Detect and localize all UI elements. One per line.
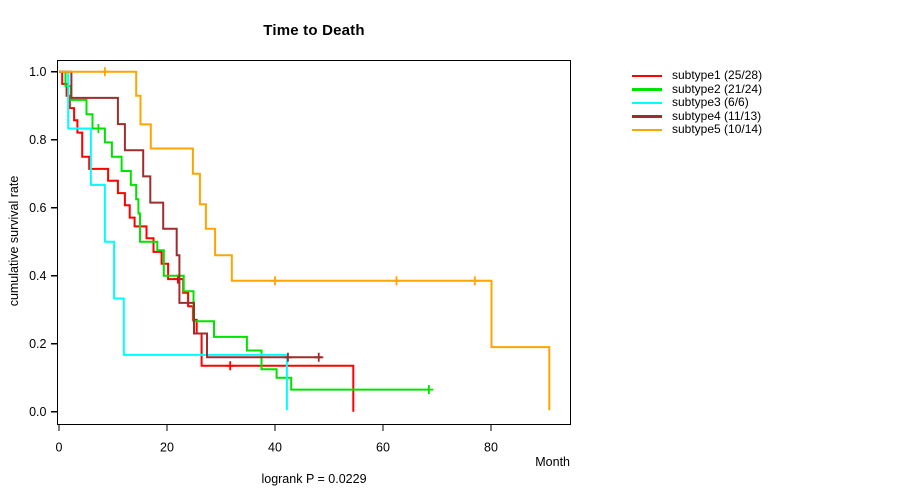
censor-mark-subtype4: [314, 352, 324, 362]
survival-curve-subtype3: [59, 70, 288, 411]
legend-label: subtype5 (10/14): [672, 122, 763, 137]
y-tick-label: 0.0: [29, 405, 46, 419]
legend-item: subtype4 (11/13): [632, 108, 762, 124]
censor-mark-subtype5: [270, 276, 280, 286]
legend-label: subtype1 (25/28): [672, 68, 763, 82]
logrank-annotation: logrank P = 0.0229: [261, 472, 367, 486]
y-tick-label: 0.8: [29, 133, 46, 147]
censor-mark-subtype5: [392, 276, 401, 286]
legend-color-line: [632, 74, 662, 77]
legend-item: subtype5 (10/14): [632, 123, 762, 137]
legend-label: subtype3 (6/6): [672, 95, 749, 110]
x-tick-label: 40: [268, 441, 282, 455]
legend-color-line: [632, 88, 662, 91]
chart-title: Time to Death: [263, 22, 365, 39]
legend-color-line: [632, 101, 662, 105]
y-tick-label: 0.2: [29, 337, 46, 351]
censor-mark-subtype2: [424, 385, 434, 395]
y-tick-label: 0.6: [29, 201, 46, 215]
survival-curve-subtype1: [59, 70, 355, 412]
plot-box: [56, 59, 572, 426]
legend-label: subtype2 (21/24): [672, 81, 763, 96]
legend-color-line: [632, 115, 662, 118]
legend-item: subtype1 (25/28): [632, 68, 763, 83]
censor-mark-subtype5: [100, 67, 110, 77]
x-tick-label: 60: [376, 441, 390, 455]
survival-curve-subtype5: [59, 70, 551, 411]
y-tick-label: 0.4: [29, 269, 46, 283]
censor-mark-subtype2: [93, 123, 103, 133]
legend-item: subtype3 (6/6): [632, 96, 762, 110]
legend: subtype1 (25/28) subtype2 (21/24) subtype3…: [632, 68, 763, 137]
legend-item: subtype2 (21/24): [632, 81, 763, 97]
x-tick-label: 80: [484, 441, 498, 455]
survival-curve-subtype4: [59, 70, 322, 359]
x-tick-label: 0: [56, 441, 63, 455]
y-tick-label: 1.0: [29, 65, 46, 79]
censor-mark-subtype1: [225, 361, 235, 371]
censor-mark-subtype5: [470, 276, 480, 286]
censor-mark-subtype4: [283, 352, 293, 362]
x-tick-label: 20: [160, 441, 174, 455]
legend-color-line: [632, 128, 662, 132]
survival-curve-subtype2: [59, 70, 429, 391]
x-axis-label: Month: [535, 455, 570, 469]
legend-label: subtype4 (11/13): [672, 108, 762, 123]
